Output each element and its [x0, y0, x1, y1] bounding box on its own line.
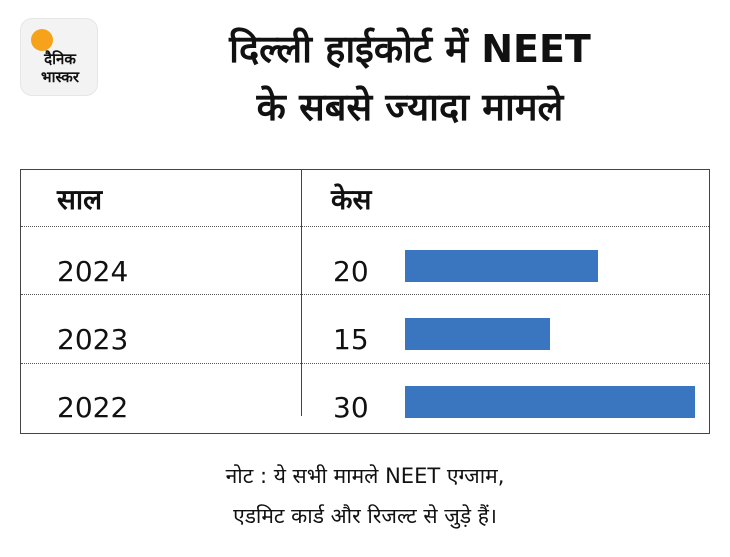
- cases-column-header: केस: [331, 183, 372, 216]
- table-row: 2022 30: [21, 364, 709, 432]
- title-line-2: के सबसे ज्यादा मामले: [256, 85, 564, 129]
- chart-title: दिल्ली हाईकोर्ट में NEET के सबसे ज्यादा …: [110, 20, 710, 136]
- case-count-label: 20: [333, 255, 369, 288]
- footnote-line-1: नोट : ये सभी मामले NEET एग्जाम,: [225, 464, 505, 488]
- year-column-header: साल: [57, 183, 103, 216]
- case-count-label: 15: [333, 323, 369, 356]
- table-row: 2024 20: [21, 228, 709, 296]
- cases-bar: [405, 318, 550, 350]
- data-table: साल केस 2024 20 2023 15 2022 30: [20, 169, 710, 434]
- row-separator: [21, 363, 709, 364]
- column-divider: [301, 170, 302, 416]
- case-count-label: 30: [333, 391, 369, 424]
- cases-bar: [405, 250, 598, 282]
- year-label: 2024: [57, 255, 129, 288]
- row-separator: [21, 294, 709, 295]
- year-label: 2022: [57, 391, 129, 424]
- footnote: नोट : ये सभी मामले NEET एग्जाम, एडमिट का…: [0, 456, 730, 536]
- brand-name-line2: भास्कर: [41, 68, 79, 86]
- title-line-1: दिल्ली हाईकोर्ट में NEET: [229, 27, 591, 71]
- brand-logo: दैनिक भास्कर: [20, 18, 98, 96]
- row-separator: [21, 226, 709, 227]
- footnote-line-2: एडमिट कार्ड और रिजल्ट से जुड़े हैं।: [233, 504, 497, 528]
- year-label: 2023: [57, 323, 129, 356]
- sun-icon: [31, 29, 53, 51]
- brand-name-line1: दैनिक: [44, 50, 76, 68]
- cases-bar: [405, 386, 695, 418]
- table-row: 2023 15: [21, 296, 709, 364]
